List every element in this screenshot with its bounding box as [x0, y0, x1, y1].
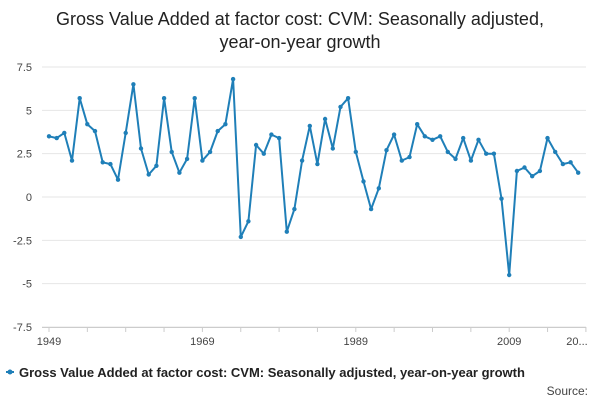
y-tick-label: 2.5 [17, 149, 32, 161]
y-tick-label: 5 [26, 105, 32, 117]
data-point [261, 151, 266, 156]
data-point [299, 158, 305, 163]
data-point [430, 137, 435, 142]
data-point [292, 206, 297, 212]
data-point [269, 132, 274, 137]
data-point [422, 134, 427, 139]
data-point [514, 168, 520, 174]
data-point [108, 161, 113, 167]
data-point [92, 128, 98, 134]
data-point [77, 96, 82, 101]
data-point [345, 96, 351, 101]
data-point [100, 160, 105, 165]
data-point [138, 146, 144, 151]
data-point [184, 156, 190, 162]
data-point [530, 174, 535, 179]
data-point [368, 206, 374, 212]
data-point [177, 170, 182, 175]
series-layer [46, 76, 581, 278]
data-point [522, 165, 527, 170]
data-point [537, 168, 543, 174]
chart-title-line-2: year-on-year growth [219, 32, 381, 52]
data-point [192, 96, 197, 101]
data-point [391, 132, 397, 137]
data-point [54, 135, 59, 141]
x-tick-label: 2009 [497, 336, 521, 348]
legend-label[interactable]: Gross Value Added at factor cost: CVM: S… [19, 365, 525, 380]
data-point [307, 123, 312, 129]
data-point [399, 158, 404, 163]
data-point [353, 149, 358, 155]
data-point [545, 135, 550, 141]
data-point [438, 134, 443, 139]
data-point [499, 196, 504, 201]
data-point [284, 229, 289, 234]
data-point [69, 158, 75, 163]
data-point [461, 135, 466, 141]
y-axis: -7.5 -5 -2.5 0 2.5 5 7.5 [13, 62, 32, 334]
data-point [315, 161, 320, 167]
chart-title-line-1: Gross Value Added at factor cost: CVM: S… [56, 9, 544, 29]
x-tick-label: 1989 [344, 336, 368, 348]
data-point [146, 172, 151, 177]
data-point [238, 234, 243, 240]
data-point [330, 146, 335, 151]
data-point [246, 219, 251, 224]
x-tick-label: 1969 [190, 336, 214, 348]
source-label: Source: [547, 384, 588, 398]
data-point [46, 134, 52, 139]
data-point [576, 170, 581, 175]
data-point [376, 186, 381, 191]
data-point [384, 148, 389, 153]
x-axis: 1949 1969 1989 2009 20... [37, 327, 588, 348]
data-point [230, 76, 236, 82]
x-tick-label: 20... [566, 336, 587, 348]
data-point [476, 137, 481, 142]
x-tick-label: 1949 [37, 336, 61, 348]
y-tick-label: -7.5 [13, 322, 32, 334]
legend-marker-icon [7, 369, 13, 375]
data-point [415, 122, 420, 127]
series-line [48, 78, 580, 276]
data-point [407, 154, 412, 160]
data-point [322, 116, 328, 122]
y-tick-label: -5 [22, 279, 32, 291]
data-point [223, 122, 228, 127]
data-point [453, 156, 458, 162]
data-point [560, 161, 566, 167]
data-point [553, 149, 558, 155]
data-point [507, 272, 512, 278]
y-tick-label: -2.5 [13, 235, 32, 247]
data-point [115, 177, 121, 182]
data-point [169, 149, 174, 155]
data-point [207, 149, 213, 155]
data-point [85, 122, 90, 127]
data-point [62, 130, 67, 136]
data-point [154, 163, 159, 168]
y-tick-label: 7.5 [17, 62, 32, 74]
chart-title: Gross Value Added at factor cost: CVM: S… [0, 8, 600, 54]
data-point [484, 151, 489, 156]
data-point [468, 158, 474, 163]
legend[interactable]: Gross Value Added at factor cost: CVM: S… [6, 365, 525, 380]
y-tick-label: 0 [26, 192, 32, 204]
data-point [568, 160, 573, 165]
data-point [445, 149, 450, 155]
data-point [338, 104, 343, 110]
data-point [491, 151, 497, 156]
data-point [123, 130, 128, 136]
data-point [361, 179, 366, 184]
data-point [200, 158, 205, 163]
data-point [161, 96, 167, 101]
gridlines [42, 66, 586, 328]
data-point [215, 128, 220, 134]
data-point [253, 142, 259, 148]
data-point [276, 135, 282, 141]
data-point [131, 82, 136, 87]
